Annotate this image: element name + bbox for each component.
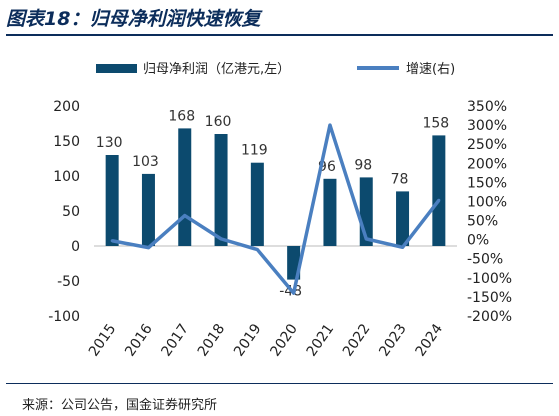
growth-point-2018 <box>219 237 223 241</box>
y-right-tick-label: 100% <box>467 194 507 210</box>
y-left-tick-label: 150 <box>53 134 80 150</box>
figure-title: 图表18：归母净利润快速恢复 <box>6 8 261 30</box>
bar-value-label: 160 <box>205 114 232 130</box>
growth-point-2022 <box>364 237 368 241</box>
bar-2023 <box>396 191 410 246</box>
y-right-tick-label: -50% <box>467 252 503 268</box>
y-right-tick-label: -150% <box>467 290 512 306</box>
bar-value-label: 119 <box>241 143 268 159</box>
bar-value-label: 168 <box>168 108 195 124</box>
y-left-tick-label: -50 <box>57 274 80 290</box>
y-left-tick-label: 50 <box>62 204 80 220</box>
y-right-tick-label: 250% <box>467 137 507 153</box>
y-right-tick-label: 300% <box>467 118 507 134</box>
bar-2017 <box>178 128 192 246</box>
growth-line <box>111 123 441 295</box>
profit-chart: 归母净利润（亿港元,左） 增速(右) -100 -50 0 50 100 150 200 -200… <box>48 62 512 359</box>
bar-value-label: 78 <box>391 171 409 187</box>
source-note: 来源：公司公告，国金证券研究所 <box>22 398 218 413</box>
y-right-tick-label: 350% <box>467 99 507 115</box>
growth-point-2024 <box>437 198 441 202</box>
y-left-tick-label: 0 <box>71 239 80 255</box>
x-tick-label: 2018 <box>195 321 229 359</box>
y-left-tick-label: 100 <box>53 169 80 185</box>
legend-line-label: 增速(右) <box>406 62 455 77</box>
bar-2024 <box>432 135 446 246</box>
bar-2018 <box>214 134 228 246</box>
bar-2016 <box>141 173 155 246</box>
y-right-tick-label: 50% <box>467 214 498 230</box>
growth-point-2019 <box>255 248 259 252</box>
y-right-tick-label: 200% <box>467 156 507 172</box>
y-left-tick-label: -100 <box>48 309 80 325</box>
growth-point-2023 <box>401 245 405 249</box>
x-tick-label: 2021 <box>304 321 338 359</box>
bar-value-label: 103 <box>132 154 159 170</box>
x-tick-label: 2020 <box>267 321 301 359</box>
y-right-tick-label: 150% <box>467 175 507 191</box>
growth-point-2015 <box>110 239 114 243</box>
x-tick-label: 2017 <box>158 321 192 359</box>
y-right-tick-label: 0% <box>467 233 489 249</box>
x-tick-label: 2022 <box>340 321 374 359</box>
title-rule <box>6 34 553 36</box>
x-tick-label: 2024 <box>413 321 447 359</box>
bar-2019 <box>250 162 264 246</box>
footer-rule <box>6 383 553 384</box>
bar-value-label: 158 <box>422 115 449 131</box>
y-right-tick-label: -100% <box>467 271 512 287</box>
growth-point-2017 <box>183 214 187 218</box>
x-tick-label: 2015 <box>86 321 120 359</box>
y-right-tick-label: -200% <box>467 309 512 325</box>
growth-point-2016 <box>146 246 150 250</box>
bar-2015 <box>105 155 119 246</box>
x-tick-label: 2019 <box>231 321 265 359</box>
legend-bar-swatch <box>96 64 137 73</box>
bar-value-label: 130 <box>96 135 123 151</box>
growth-point-2020 <box>292 291 296 295</box>
x-tick-label: 2023 <box>376 321 410 359</box>
bar-2021 <box>323 178 337 246</box>
legend-bar-label: 归母净利润（亿港元,左） <box>143 62 290 77</box>
bar-value-label: 98 <box>354 157 372 173</box>
x-tick-label: 2016 <box>122 321 156 359</box>
growth-point-2021 <box>328 123 332 127</box>
y-left-tick-label: 200 <box>53 99 80 115</box>
